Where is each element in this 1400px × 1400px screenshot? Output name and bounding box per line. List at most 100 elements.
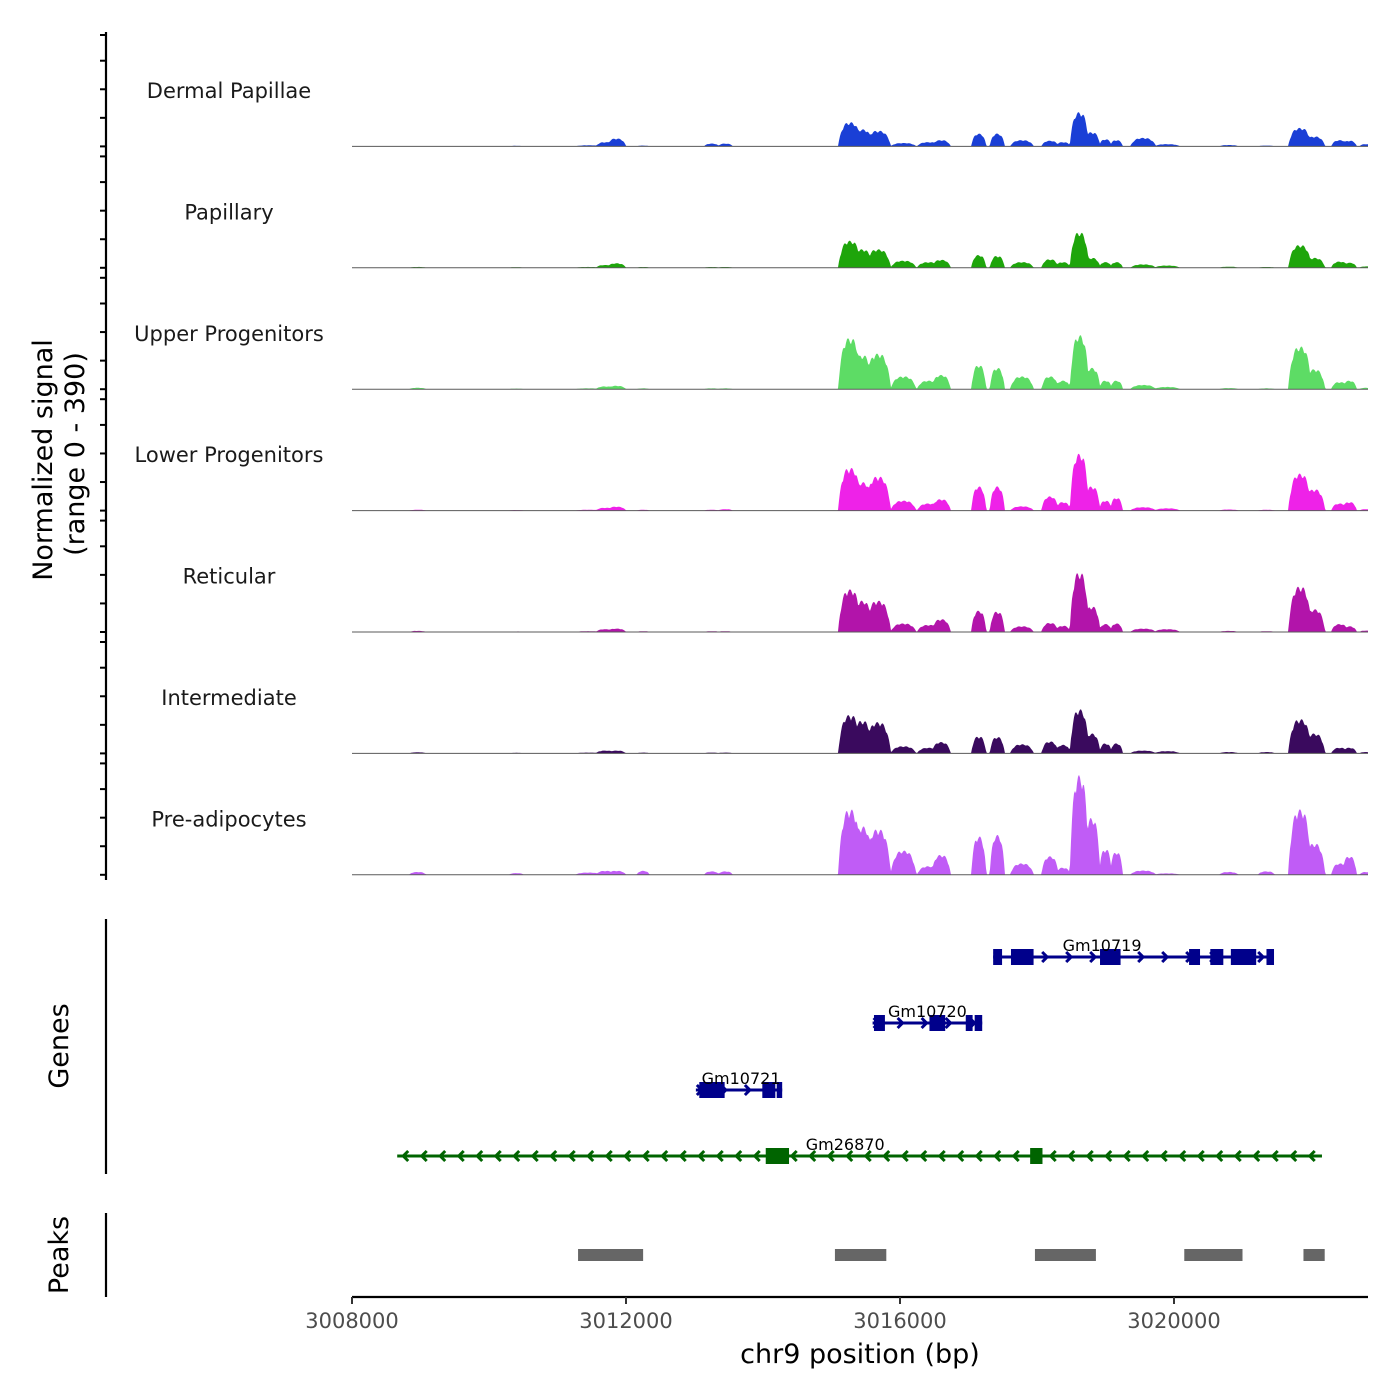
strand-arrow-left-icon	[956, 1149, 965, 1163]
strand-arrow-left-icon	[882, 1149, 891, 1163]
x-tick-label: 3016000	[853, 1309, 947, 1333]
strand-arrow-left-icon	[678, 1149, 687, 1163]
gene-exon	[1030, 1148, 1043, 1164]
strand-arrow-left-icon	[993, 1149, 1002, 1163]
strand-arrow-left-icon	[1233, 1149, 1242, 1163]
strand-arrow-left-icon	[530, 1149, 539, 1163]
strand-arrow-left-icon	[1178, 1149, 1187, 1163]
strand-arrow-left-icon	[419, 1149, 428, 1163]
strand-arrow-right-icon	[1089, 950, 1098, 964]
strand-arrow-left-icon	[845, 1149, 854, 1163]
gene-label: Gm10719	[1063, 936, 1142, 955]
strand-arrow-left-icon	[586, 1149, 595, 1163]
strand-arrow-left-icon	[1141, 1149, 1150, 1163]
gene-label: Gm10720	[888, 1002, 967, 1021]
gene-exon	[1010, 949, 1034, 965]
gene-label: Gm10721	[702, 1069, 781, 1088]
signal-area	[352, 335, 1368, 390]
strand-arrow-left-icon	[623, 1149, 632, 1163]
strand-arrow-right-icon	[1137, 950, 1146, 964]
strand-arrow-left-icon	[974, 1149, 983, 1163]
strand-arrow-left-icon	[789, 1149, 798, 1163]
coverage-tracks: Dermal Papillae Papillary Upper Progenitor…	[134, 79, 1368, 876]
track-reticular: Reticular	[183, 565, 1368, 633]
strand-arrow-left-icon	[715, 1149, 724, 1163]
strand-arrow-left-icon	[475, 1149, 484, 1163]
x-tick-label: 3008000	[305, 1309, 399, 1333]
y-axis-title-line1: Normalized signal	[28, 339, 59, 581]
strand-arrow-left-icon	[734, 1149, 743, 1163]
signal-area	[352, 709, 1368, 754]
strand-arrow-right-icon	[1257, 950, 1266, 964]
track-pre-adipocytes: Pre-adipocytes	[151, 774, 1368, 876]
strand-arrow-left-icon	[567, 1149, 576, 1163]
signal-area	[352, 112, 1368, 147]
strand-arrow-left-icon	[660, 1149, 669, 1163]
gene-exon	[765, 1148, 790, 1164]
strand-arrow-left-icon	[1085, 1149, 1094, 1163]
x-tick-label: 3012000	[579, 1309, 673, 1333]
strand-arrow-left-icon	[919, 1149, 928, 1163]
peaks-panel-label: Peaks	[44, 1216, 75, 1294]
strand-arrow-left-icon	[808, 1149, 817, 1163]
x-axis-ticks: 3008000 3012000 3016000 3020000	[305, 1297, 1221, 1333]
gene-exon	[762, 1082, 776, 1098]
track-label: Intermediate	[161, 686, 297, 710]
gene-exon	[965, 1015, 973, 1031]
track-papillary: Papillary	[184, 200, 1368, 269]
gene-gm10719: Gm10719	[993, 936, 1275, 965]
strand-arrow-left-icon	[604, 1149, 613, 1163]
strand-arrow-right-icon	[944, 1016, 953, 1030]
strand-arrow-left-icon	[1196, 1149, 1205, 1163]
gene-gm10720: Gm10720	[872, 1002, 983, 1031]
strand-arrow-right-icon	[1065, 950, 1074, 964]
peak-region	[578, 1249, 644, 1261]
gene-exon	[1100, 949, 1121, 965]
strand-arrow-left-icon	[1067, 1149, 1076, 1163]
strand-arrow-left-icon	[1011, 1149, 1020, 1163]
gene-exon	[1266, 949, 1275, 965]
strand-arrow-left-icon	[456, 1149, 465, 1163]
gene-exon	[993, 949, 1003, 965]
strand-arrow-left-icon	[752, 1149, 761, 1163]
strand-arrow-left-icon	[1289, 1149, 1298, 1163]
track-label: Upper Progenitors	[134, 322, 324, 346]
gene-exon	[1210, 949, 1224, 965]
peak-region	[834, 1249, 887, 1261]
strand-arrow-left-icon	[1104, 1149, 1113, 1163]
strand-arrow-right-icon	[896, 1016, 905, 1030]
y-axis-title-line2: (range 0 - 390)	[60, 352, 91, 556]
gene-exon	[974, 1015, 983, 1031]
signal-area	[352, 453, 1368, 511]
strand-arrow-left-icon	[549, 1149, 558, 1163]
strand-arrow-left-icon	[493, 1149, 502, 1163]
signal-area	[352, 774, 1368, 875]
track-label: Reticular	[183, 565, 276, 589]
gene-gm10721: Gm10721	[695, 1069, 783, 1098]
strand-arrow-left-icon	[1215, 1149, 1224, 1163]
strand-arrow-left-icon	[641, 1149, 650, 1163]
strand-arrow-left-icon	[512, 1149, 521, 1163]
track-intermediate: Intermediate	[161, 686, 1368, 754]
genes-panel-label: Genes	[44, 1003, 75, 1088]
strand-arrow-left-icon	[438, 1149, 447, 1163]
strand-arrow-right-icon	[920, 1016, 929, 1030]
strand-arrow-left-icon	[900, 1149, 909, 1163]
peak-region	[1303, 1249, 1325, 1261]
gene-label: Gm26870	[806, 1135, 885, 1154]
gene-exon	[873, 1015, 885, 1031]
gene-gm26870: Gm26870	[397, 1135, 1322, 1164]
strand-arrow-right-icon	[1041, 950, 1050, 964]
peak-region	[1184, 1249, 1243, 1261]
strand-arrow-left-icon	[697, 1149, 706, 1163]
strand-arrow-left-icon	[863, 1149, 872, 1163]
strand-arrow-left-icon	[1159, 1149, 1168, 1163]
peaks-track	[578, 1249, 1325, 1261]
x-axis-title: chr9 position (bp)	[740, 1339, 980, 1370]
strand-arrow-right-icon	[743, 1083, 752, 1097]
signal-area	[352, 573, 1368, 632]
track-dermal-papillae: Dermal Papillae	[147, 79, 1368, 147]
genes-track: Gm10719 Gm10720 Gm10721 Gm26870	[397, 936, 1322, 1164]
track-label: Papillary	[184, 200, 273, 224]
